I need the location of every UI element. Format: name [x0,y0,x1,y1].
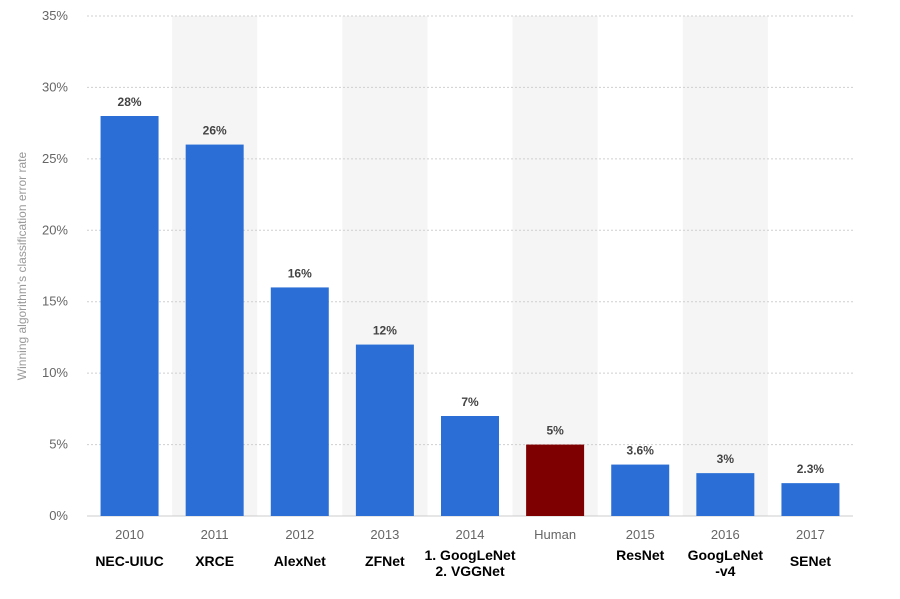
model-name-line: 2. VGGNet [435,563,505,579]
data-label: 3.6% [627,444,655,458]
y-tick-label: 25% [42,151,68,166]
model-name-label: ResNet [570,547,710,563]
data-label: 5% [546,424,564,438]
data-label: 12% [373,324,397,338]
model-name-line: NEC-UIUC [95,553,164,569]
x-tick-label: Human [534,527,576,542]
y-tick-label: 5% [49,437,68,452]
x-tick-label: 2013 [370,527,399,542]
model-name-label: SENet [740,553,880,569]
model-name-line: -v4 [715,563,736,579]
data-label: 16% [288,266,312,280]
x-tick-label: 2010 [115,527,144,542]
model-name-label: NEC-UIUC [60,553,200,569]
background-band [682,16,768,516]
model-name-line: ZFNet [365,553,405,569]
model-name-line: GoogLeNet [687,547,764,563]
data-label: 7% [461,395,479,409]
model-name-row: NEC-UIUC XRCE AlexNet ZFNet 1. GoogLeNet 2. V… [0,545,900,599]
bar [611,464,670,516]
x-tick-label: 2017 [796,527,825,542]
model-name-label: ZFNet [315,553,455,569]
x-tick-label: 2012 [285,527,314,542]
chart: 0% 5% 10% 15% 20% 25% 30% 35% Winning algorithm'… [15,8,853,542]
data-label: 3% [717,452,735,466]
data-label: 28% [118,95,142,109]
model-name-label: AlexNet [230,553,370,569]
data-label: 26% [203,124,227,138]
bar [185,144,244,517]
model-name-line: AlexNet [273,553,326,569]
model-name-line: ResNet [616,547,665,563]
bar [526,444,585,516]
model-name-line: SENet [789,553,832,569]
background-band [512,16,598,516]
model-name-label: GoogLeNet -v4 [655,547,795,579]
bar [696,473,755,516]
y-axis-label: Winning algorithm's classification error… [15,151,29,380]
y-tick-label: 30% [42,79,68,94]
model-name-label: 1. GoogLeNet 2. VGGNet [400,547,540,579]
y-tick-label: 0% [49,508,68,523]
model-name-line: XRCE [195,553,235,569]
x-tick-label: 2011 [201,527,229,542]
bar-chart-svg: 0% 5% 10% 15% 20% 25% 30% 35% Winning algorithm'… [15,8,853,542]
x-tick-label: 2016 [711,527,740,542]
y-tick-label: 35% [42,8,68,23]
bar [781,483,840,516]
bar [270,287,329,516]
y-tick-label: 10% [42,365,68,380]
bar [355,344,414,516]
data-label: 2.3% [797,462,825,476]
x-tick-label: 2015 [626,527,655,542]
bar [441,416,499,516]
x-tick-label: 2014 [456,527,485,542]
y-tick-label: 15% [42,294,68,309]
model-name-line: 1. GoogLeNet [424,547,516,563]
y-tick-label: 20% [42,222,68,237]
bar [100,116,159,516]
model-name-label: XRCE [145,553,285,569]
